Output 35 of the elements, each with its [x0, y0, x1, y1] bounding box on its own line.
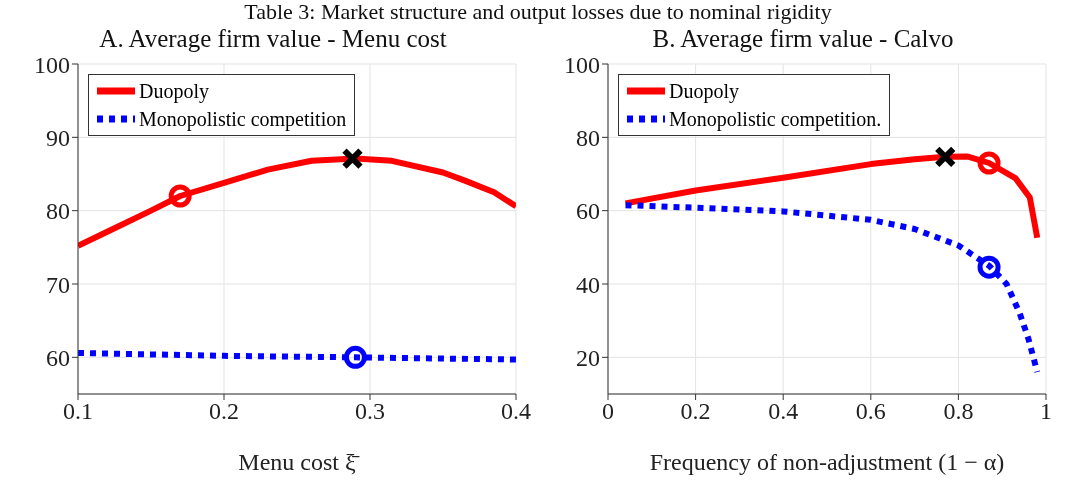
point — [341, 147, 364, 170]
point — [934, 145, 957, 168]
y-tick-label: 60 — [46, 344, 70, 371]
x-tick-label: 0.4 — [501, 398, 531, 425]
x-tick-label: 0.6 — [855, 398, 886, 425]
legend-label: Monopolistic competition. — [669, 107, 882, 131]
y-tick-label: 100 — [34, 51, 70, 78]
x-axis-title: Menu cost ξ̄ — [238, 449, 360, 475]
x-tick-label: 0.4 — [768, 398, 799, 425]
y-tick-label: 80 — [576, 124, 600, 151]
x-tick-label: 1 — [1040, 398, 1052, 425]
legend-label: Duopoly — [139, 79, 209, 103]
point — [343, 345, 367, 369]
caption: Table 3: Market structure and output losses due to nominal rigidity — [243, 0, 833, 24]
x-tick-label: 0.3 — [355, 398, 385, 425]
y-tick-label: 20 — [576, 344, 600, 371]
x-tick-label: 0.2 — [209, 398, 239, 425]
point — [977, 255, 1001, 279]
x-tick-label: 0.8 — [943, 398, 974, 425]
x-tick-label: 0 — [602, 398, 614, 425]
y-tick-label: 90 — [46, 124, 70, 151]
point — [168, 184, 192, 208]
legend-label: Duopoly — [669, 79, 739, 103]
y-tick-label: 40 — [576, 271, 600, 298]
point — [977, 151, 1001, 175]
chart-title: A. Average firm value - Menu cost — [99, 25, 447, 52]
x-axis-title: Frequency of non-adjustment (1 − α) — [649, 449, 1005, 475]
chart-title: B. Average firm value - Calvo — [652, 25, 954, 52]
y-tick-label: 70 — [46, 271, 70, 298]
y-tick-label: 80 — [46, 198, 70, 225]
x-tick-label: 0.1 — [63, 398, 93, 425]
y-tick-label: 60 — [576, 198, 600, 225]
legend-label: Monopolistic competition — [139, 107, 347, 131]
x-tick-label: 0.2 — [680, 398, 711, 425]
y-tick-label: 100 — [564, 51, 600, 78]
